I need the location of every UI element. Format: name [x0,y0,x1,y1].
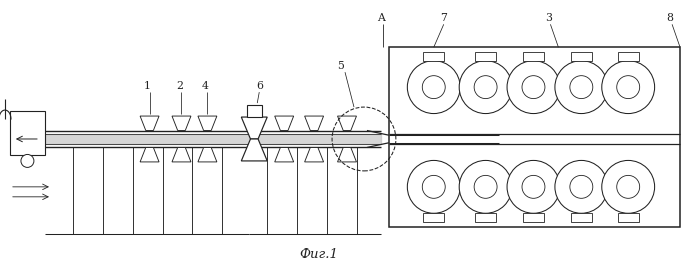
Bar [475,213,496,222]
Circle shape [570,76,593,99]
Text: A: A [377,13,385,23]
Circle shape [21,154,34,167]
Text: 6: 6 [255,81,262,91]
Text: 7: 7 [440,13,447,23]
Circle shape [507,160,560,213]
Circle shape [555,61,608,114]
Bar [389,47,680,227]
Bar [475,52,496,61]
Polygon shape [275,147,294,162]
Circle shape [617,76,639,99]
Circle shape [474,76,497,99]
Circle shape [522,76,545,99]
Circle shape [522,175,545,198]
Circle shape [570,175,593,198]
Circle shape [422,76,445,99]
Bar [571,213,592,222]
Circle shape [459,61,512,114]
Bar [571,52,592,61]
Circle shape [602,160,655,213]
Bar [423,213,444,222]
Bar [247,105,262,117]
Circle shape [408,160,460,213]
Circle shape [602,61,655,114]
Circle shape [617,175,639,198]
Text: 8: 8 [667,13,674,23]
Polygon shape [338,116,357,130]
Polygon shape [242,117,267,139]
Polygon shape [140,116,159,130]
Bar [618,52,639,61]
Circle shape [459,160,512,213]
Circle shape [422,175,445,198]
Polygon shape [172,116,191,130]
Polygon shape [242,139,267,161]
Circle shape [474,175,497,198]
Polygon shape [172,147,191,162]
Text: 1: 1 [144,81,151,91]
Text: 3: 3 [545,13,552,23]
Polygon shape [304,147,324,162]
Text: 2: 2 [176,81,183,91]
Text: 5: 5 [338,61,344,71]
Text: Фиг.1: Фиг.1 [299,248,339,261]
Polygon shape [198,116,217,130]
Polygon shape [198,147,217,162]
Bar [523,213,544,222]
Bar [423,52,444,61]
Circle shape [408,61,460,114]
Bar [618,213,639,222]
Circle shape [555,160,608,213]
Polygon shape [275,116,294,130]
Polygon shape [140,147,159,162]
Bar [10,111,45,155]
Circle shape [507,61,560,114]
Bar [523,52,544,61]
Polygon shape [338,147,357,162]
Polygon shape [304,116,324,130]
Text: 4: 4 [202,81,209,91]
